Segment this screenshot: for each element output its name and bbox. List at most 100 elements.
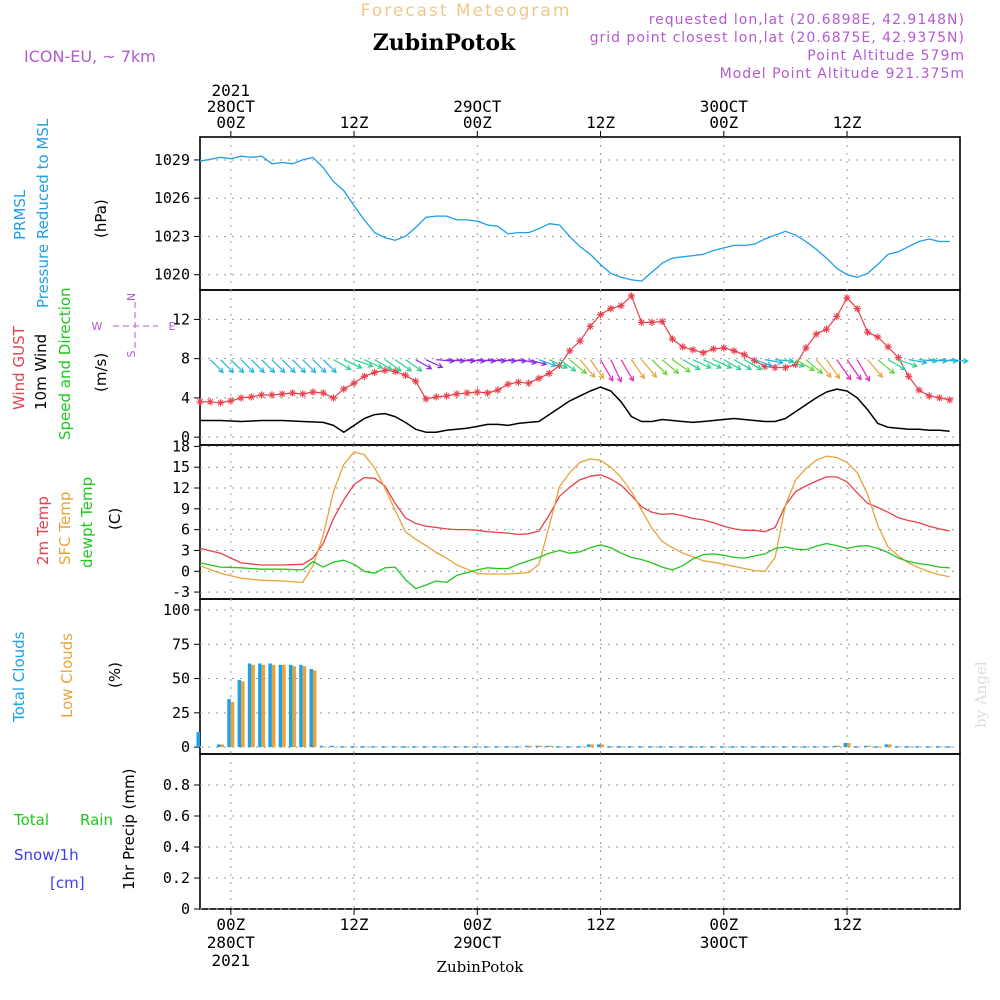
wind-direction-arrow (384, 359, 402, 372)
gust-point (391, 367, 399, 376)
gust-point (740, 351, 748, 359)
y-tick-label: 1026 (154, 189, 190, 207)
wind-arrow-head (598, 373, 605, 380)
wind-direction-arrow (364, 359, 384, 369)
bottom-time-label: 12Z (586, 915, 615, 934)
wind-arrow-shaft (394, 359, 412, 372)
y-tick-label: 0.2 (163, 869, 190, 887)
gust-point-d2 (351, 380, 358, 387)
total-cloud-bar (217, 744, 221, 748)
low-cloud-bar (538, 745, 543, 748)
gust-point-d2 (607, 305, 614, 312)
gust-point (463, 389, 471, 397)
total-cloud-bar (740, 746, 745, 748)
wind-arrow-head (367, 362, 374, 368)
gust-point (699, 349, 707, 357)
pressure-desc-label: Pressure Reduced to MSL (34, 118, 52, 308)
wind-arrow-shaft (343, 359, 362, 369)
gust-point-d2 (802, 344, 809, 351)
wind-direction-arrow (661, 359, 680, 375)
wind-arrow-head (661, 369, 668, 376)
wind-arrow-head (726, 363, 733, 369)
model-altitude: Model Point Altitude 921.375m (720, 66, 965, 82)
wind-direction-arrow (312, 359, 327, 374)
low-cloud-bar (384, 746, 389, 748)
low-cloud-bar (261, 664, 266, 748)
wind10m-label: 10m Wind (32, 334, 50, 410)
total-cloud-bar (689, 746, 693, 748)
wind-direction-arrow (302, 359, 317, 374)
snow-label: Snow/1h (14, 846, 79, 864)
wind-direction-arrow (261, 359, 276, 374)
wind-arrow-head (616, 376, 622, 383)
requested-coords: requested lon,lat (20.6898E, 42.9148N) (649, 12, 965, 28)
wind-direction-arrow (610, 359, 622, 383)
low-cloud-bar (312, 670, 317, 748)
total-cloud-bar (330, 745, 334, 748)
gust-point (925, 392, 933, 400)
total-cloud-bar (350, 746, 355, 748)
wind-arrow-head (310, 367, 317, 374)
wind-arrow-shaft (795, 359, 815, 371)
low-cloud-bar (528, 745, 533, 748)
total-cloud-bar (309, 668, 313, 748)
low-cloud-bar (580, 746, 584, 748)
wind-arrow-shaft (836, 359, 852, 380)
total-cloud-bar (946, 746, 950, 748)
gust-line (200, 295, 950, 404)
top-time-label: 29OCT (453, 97, 502, 116)
wind-arrow-shaft (898, 359, 918, 367)
wind-arrow-shaft (436, 359, 455, 362)
total-cloud-bar (442, 746, 447, 748)
wind-arrow-head (386, 364, 393, 371)
wind-direction-arrow (579, 359, 596, 379)
gust-point (535, 374, 543, 382)
low-cloud-bar (518, 746, 522, 748)
top-time-label: 12Z (833, 113, 862, 132)
wind-arrow-head (426, 364, 433, 370)
wind-direction-arrow (240, 359, 255, 374)
gust-point-d2 (772, 364, 779, 371)
gust-point (781, 363, 790, 372)
low-cloud-bar (836, 745, 841, 748)
low-cloud-bar (559, 746, 563, 748)
gust-point (268, 391, 276, 399)
total-cloud-bar (576, 746, 580, 748)
wind-direction-arrow (846, 359, 862, 381)
footer-location: ZubinPotok (437, 958, 525, 976)
low-cloud-bar (415, 746, 420, 748)
low-cloud-bar (785, 746, 789, 748)
low-cloud-bar (487, 746, 492, 748)
y-tick-label: 12 (172, 310, 190, 328)
gust-point (596, 310, 605, 319)
wind-arrow-shaft (497, 359, 516, 362)
gust-point-d2 (648, 319, 655, 326)
bottom-time-label: 280CT (207, 933, 256, 952)
gust-point (607, 305, 615, 313)
wind-direction-arrow (692, 359, 712, 369)
wind-direction-arrow (528, 359, 548, 367)
gust-point (370, 368, 379, 377)
wind-arrow-head (694, 364, 701, 371)
wind-arrow-shaft (579, 359, 596, 378)
gust-point (494, 386, 502, 394)
gust-point-d2 (844, 294, 850, 301)
low-cloud-bar (898, 746, 902, 748)
wind-arrow-shaft (764, 359, 783, 364)
y-tick-label: 0.4 (163, 838, 190, 856)
wind-arrow-head (580, 368, 587, 375)
gust-point-d2 (926, 392, 933, 399)
total-cloud-bar (278, 664, 283, 748)
total-cloud-bar (710, 746, 714, 748)
y-tick-label: 9 (181, 500, 190, 518)
wind-arrow-shaft (713, 359, 732, 369)
gust-point-d2 (895, 354, 902, 361)
gust-point-d2 (690, 346, 696, 353)
wind-arrow-head (550, 361, 557, 368)
gust-point (884, 343, 892, 351)
low-cloud-bar (271, 664, 276, 748)
gust-point-d2 (628, 292, 635, 299)
wind-direction-arrow (230, 359, 245, 374)
wind-direction-arrow (620, 359, 634, 382)
wind-direction-arrow (353, 359, 374, 368)
